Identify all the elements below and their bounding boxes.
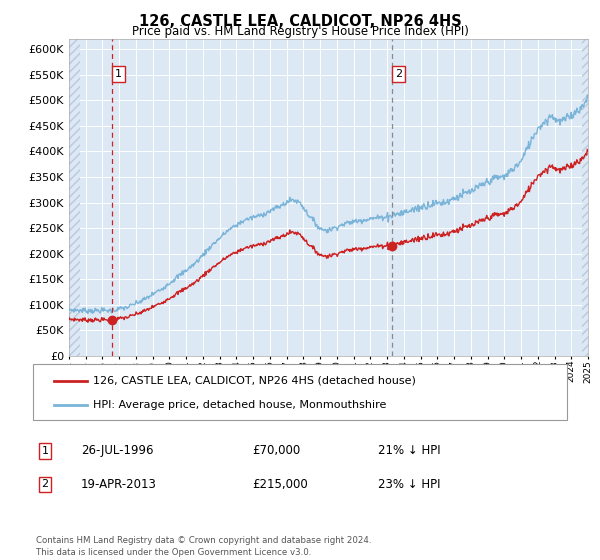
Text: HPI: Average price, detached house, Monmouthshire: HPI: Average price, detached house, Monm… [93, 400, 386, 409]
Text: 26-JUL-1996: 26-JUL-1996 [81, 444, 154, 458]
Text: £215,000: £215,000 [252, 478, 308, 491]
Bar [582, 39, 590, 356]
Text: 2: 2 [395, 69, 403, 79]
Text: 2: 2 [41, 479, 49, 489]
Text: 1: 1 [41, 446, 49, 456]
Text: 21% ↓ HPI: 21% ↓ HPI [378, 444, 440, 458]
Bar [69, 39, 80, 356]
Text: 1: 1 [115, 69, 122, 79]
Text: Price paid vs. HM Land Registry's House Price Index (HPI): Price paid vs. HM Land Registry's House … [131, 25, 469, 38]
Text: Contains HM Land Registry data © Crown copyright and database right 2024.
This d: Contains HM Land Registry data © Crown c… [36, 536, 371, 557]
Text: 126, CASTLE LEA, CALDICOT, NP26 4HS: 126, CASTLE LEA, CALDICOT, NP26 4HS [139, 14, 461, 29]
Text: 23% ↓ HPI: 23% ↓ HPI [378, 478, 440, 491]
Text: £70,000: £70,000 [252, 444, 300, 458]
Text: 126, CASTLE LEA, CALDICOT, NP26 4HS (detached house): 126, CASTLE LEA, CALDICOT, NP26 4HS (det… [93, 376, 416, 386]
Text: 19-APR-2013: 19-APR-2013 [81, 478, 157, 491]
